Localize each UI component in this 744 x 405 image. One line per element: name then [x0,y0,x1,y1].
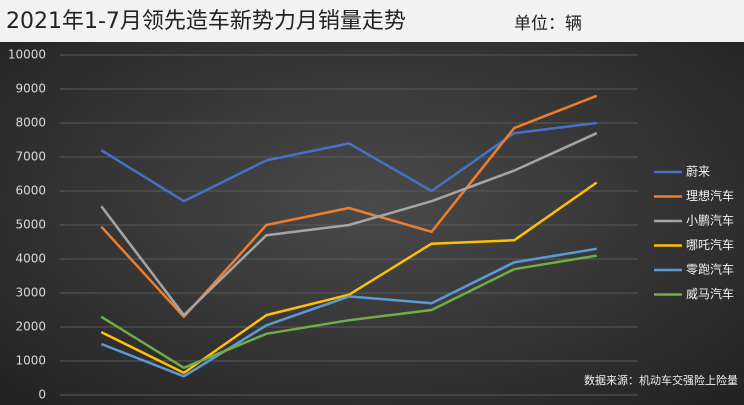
y-tick-label: 0 [38,388,46,402]
chart-title: 2021年1-7月领先造车新势力月销量走势 [6,9,406,34]
y-tick-label: 3000 [15,286,46,300]
legend-label: 小鹏汽车 [686,213,734,228]
legend-label: 理想汽车 [686,188,734,203]
legend-label: 威马汽车 [686,286,734,301]
series-line [100,121,597,203]
series-line [100,247,597,378]
series-line [100,132,598,317]
y-tick-label: 10000 [8,48,46,62]
y-tick-label: 9000 [15,82,46,96]
y-tick-label: 4000 [15,252,46,266]
y-tick-label: 8000 [15,116,46,130]
series-line [100,254,597,370]
source-note: 数据来源：机动车交强险上险量 [584,373,738,387]
series-line [100,94,598,319]
legend-label: 蔚来 [686,165,710,179]
y-tick-label: 7000 [15,150,46,164]
series-line [100,181,598,375]
legend-label: 哪吒汽车 [686,237,734,252]
y-tick-label: 1000 [15,354,46,368]
legend-label: 零跑汽车 [686,262,734,277]
y-tick-label: 2000 [15,320,46,334]
chart-subtitle: 单位：辆 [514,14,582,34]
title-bar [0,0,744,42]
y-tick-label: 6000 [15,184,46,198]
y-tick-label: 5000 [15,218,46,232]
